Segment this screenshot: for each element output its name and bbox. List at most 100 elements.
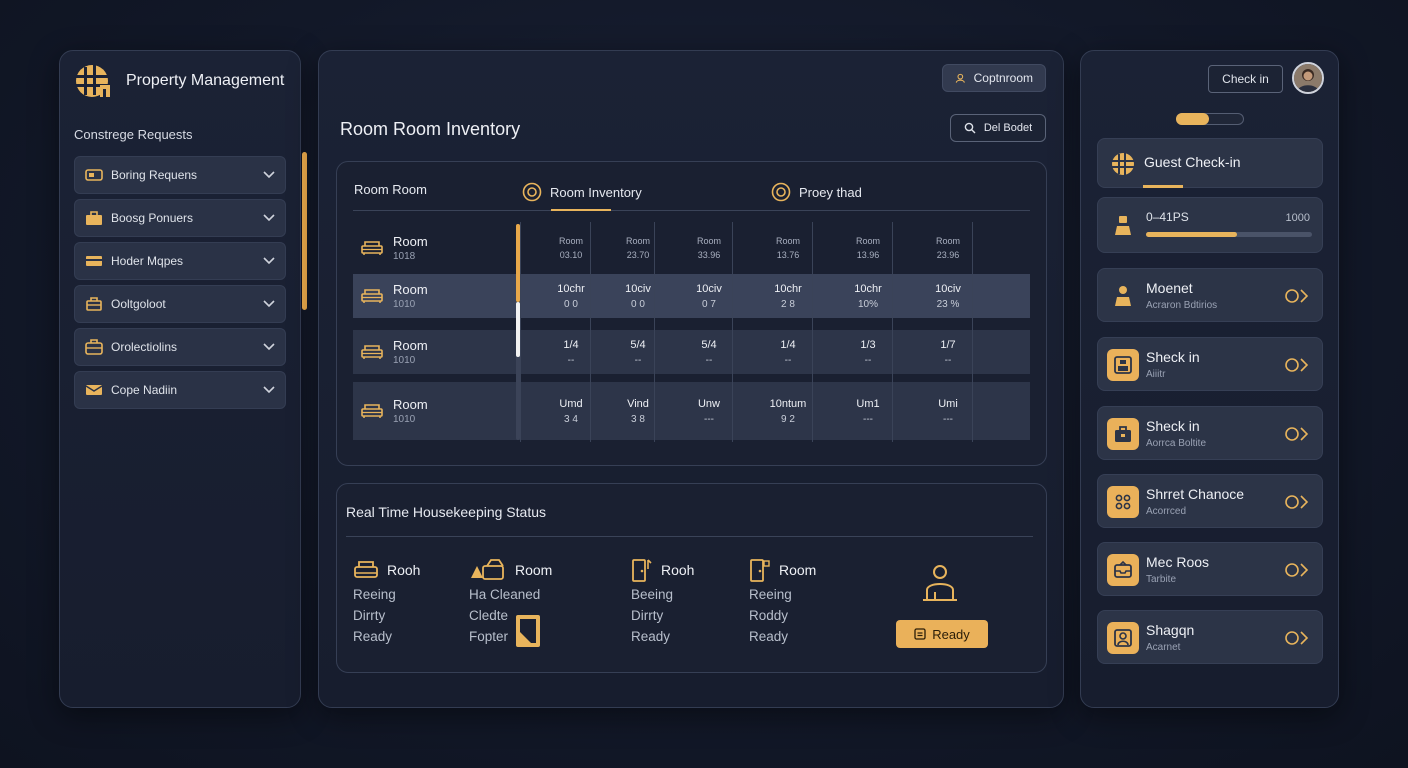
status-text: Reeing [749,587,792,602]
search-icon [964,122,976,134]
progress-fill [1146,232,1238,237]
action-card[interactable]: Moenet Acraron Bdtirios [1097,268,1323,322]
housekeeping-column: Room Ha Cleaned Cledte Fopter [469,556,552,647]
cell-value: 10civ [625,282,651,295]
cell-subvalue: 2 8 [781,298,795,310]
status-text: Ha Cleaned [469,587,541,602]
action-card[interactable]: Shrret Chanoce Acorrced [1097,474,1323,528]
guest-check-in-icon-wrap [1107,148,1139,180]
progress-icon-wrap [1107,209,1139,241]
page-title: Room Room Inventory [340,119,521,139]
building-icon [1112,153,1134,175]
request-item[interactable]: Boring Requens [74,156,286,194]
cell-value: 5/4 [630,338,646,351]
chevron-down-icon [263,257,275,265]
cell-subvalue: 23.96 [936,250,960,260]
housekeeping-column-label: Rooh [661,562,695,578]
request-item[interactable]: Ooltgoloot [74,285,286,323]
cell-value: Unw [697,397,720,410]
tab-divider [353,210,1030,211]
ready-button[interactable]: Ready [896,620,988,648]
request-item[interactable]: Hoder Mqpes [74,242,286,280]
room-cell: Room 1010 [361,330,428,374]
action-subtitle: Acraron Bdtirios [1146,300,1218,311]
table-cell: Umd 3 4 [536,382,606,440]
cell-subvalue: --- [704,413,714,425]
action-title: Moenet [1146,280,1193,296]
table-scrollbar-highlight [516,302,520,357]
table-cell: 10civ 0 7 [670,274,748,318]
guest-check-in-underline [1143,185,1183,188]
action-card[interactable]: Shagqn Acarnet [1097,610,1323,664]
cell-subvalue: 3 4 [564,413,578,425]
housekeeping-column: Rooh Reeing Dirrty Ready [353,556,420,647]
action-icon-wrap [1107,622,1139,654]
ready-button-label: Ready [932,626,970,642]
action-card[interactable]: Sheck in Aiiitr [1097,337,1323,391]
cell-subvalue: 0 0 [631,298,645,310]
column-divider [590,222,591,442]
cell-value: Umd [559,397,583,410]
request-label: Orolectiolins [111,340,178,354]
action-card[interactable]: Sheck in Aorrca Boltite [1097,406,1323,460]
door-icon [750,559,770,582]
table-cell: 10ntum 9 2 [748,382,828,440]
tab-room-inventory[interactable]: Room Inventory [522,182,642,202]
room-code: 1010 [393,299,416,310]
table-row[interactable]: Room 1010 Umd 3 4 Vind 3 8 Unw --- 10ntum 9 2 Um1 -… [353,382,1030,440]
center-panel: Coptnroom Del Bodet Room Room Inventory … [318,50,1064,708]
request-label: Ooltgoloot [111,297,166,311]
tab-room-room[interactable]: Room Room [354,182,427,197]
badge-icon [1114,356,1132,374]
room-name: Room [393,397,428,412]
action-subtitle: Acorrced [1146,506,1187,517]
column-divider [732,222,733,442]
chevron-down-icon [263,171,275,179]
staff-person-icon [923,565,957,601]
brand: Property Management [74,63,284,99]
status-text: Ready [631,629,671,644]
cell-value: 1/7 [940,338,956,351]
room-cell: Room 1010 [361,274,428,318]
housekeeping-column-label: Room [779,562,817,578]
action-card[interactable]: Mec Roos Tarbite [1097,542,1323,596]
room-cell: Room 1018 [361,222,428,274]
table-row[interactable]: Room 1010 10chr 0 0 10civ 0 0 10civ 0 7 10chr 2 8… [353,274,1030,318]
toggle-arrow-icon [1285,631,1309,645]
progress-label: 0–41PS [1146,210,1189,224]
cell-value: 10civ [696,282,722,295]
toggle-arrow-icon [1285,289,1309,303]
table-row[interactable]: Room 1018 Room 03.10 Room 23.70 Room 33.96 Room 1… [353,222,1030,274]
table-cell: Um1 --- [828,382,908,440]
status-text: Roddy [749,608,789,623]
table-row[interactable]: Room 1010 1/4 -- 5/4 -- 5/4 -- 1/4 -- 1/3 -- 1/7 -- [353,330,1030,374]
table-cell: Unw --- [670,382,748,440]
search-button[interactable]: Coptnroom [942,64,1046,92]
status-text: Fopter [469,629,509,644]
action-icon-wrap [1107,486,1139,518]
left-scrollbar[interactable] [302,152,307,310]
circle-dot-icon [771,182,791,202]
table-scrollbar-thumb[interactable] [516,224,520,302]
table-cell: 10civ 23 % [908,274,988,318]
bed-icon [361,241,383,255]
action-subtitle: Aorrca Boltite [1146,438,1207,449]
active-tab-indicator [551,209,611,211]
cell-value: 1/3 [860,338,876,351]
request-item[interactable]: Orolectiolins [74,328,286,366]
tab-property[interactable]: Proey thad [771,182,862,202]
filter-button[interactable]: Del Bodet [950,114,1046,142]
envelope-icon [85,385,103,395]
check-in-button[interactable]: Check in [1208,65,1283,93]
avatar[interactable] [1292,62,1324,94]
user-search-icon [955,73,965,83]
bed-icon [361,345,383,359]
toggle-arrow-icon [1285,358,1309,372]
request-item[interactable]: Cope Nadiin [74,371,286,409]
guest-check-in-card[interactable]: Guest Check-in [1097,138,1323,188]
request-item[interactable]: Boosg Ponuers [74,199,286,237]
room-name: Room [393,234,428,249]
table-cell: 5/4 -- [670,330,748,374]
request-label: Boosg Ponuers [111,211,194,225]
table-cell: Room 33.96 [670,222,748,274]
